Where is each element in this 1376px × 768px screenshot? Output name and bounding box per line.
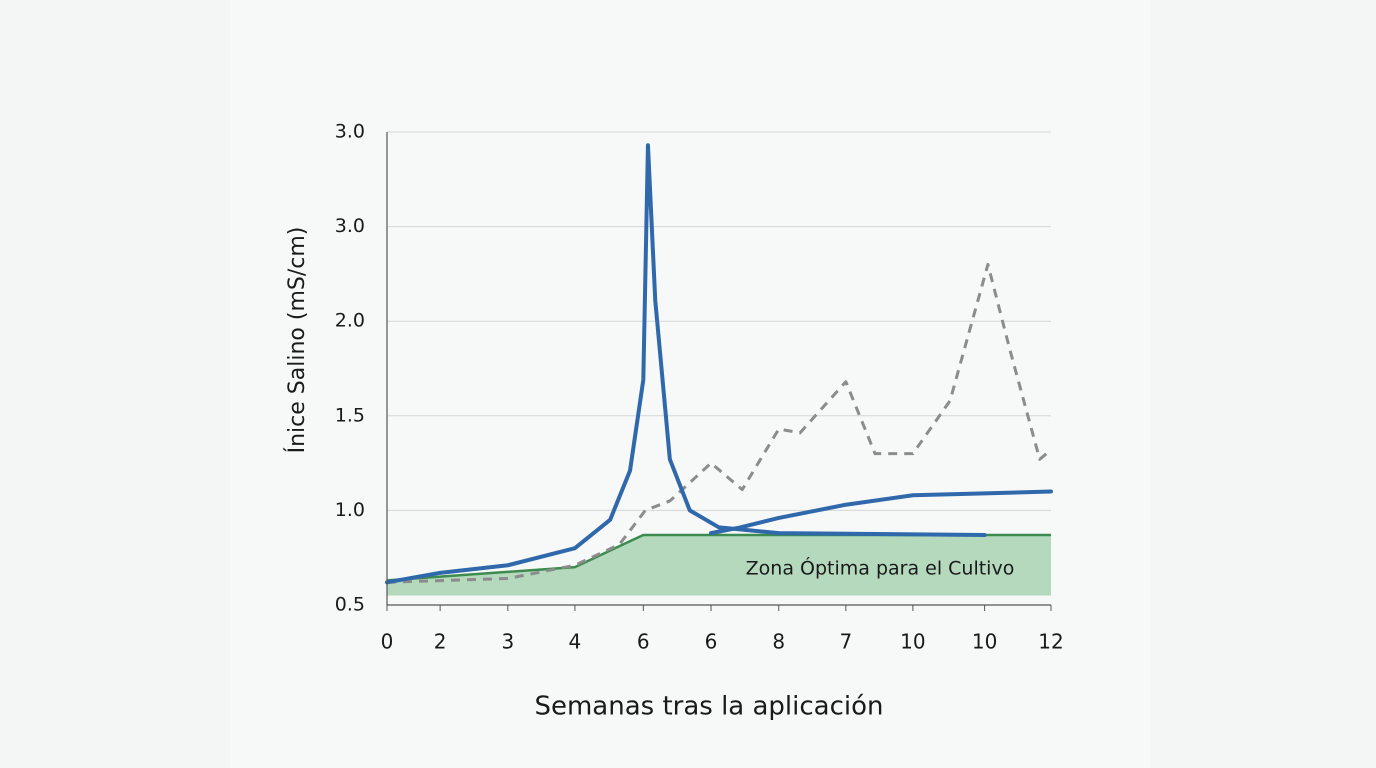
series-line: [709, 489, 1053, 536]
y-tick-label: 1.5: [335, 404, 365, 426]
x-tick-label: 8: [772, 630, 785, 654]
x-tick-label: 12: [1038, 630, 1063, 654]
y-tick-label: 2.0: [335, 310, 365, 332]
labels: 0.5 1.0 1.5 2.0 3.0 3.0 0 2 3 4 6 6 8 7 10 10 12: [335, 121, 1064, 654]
plot: Zona Óptima para el Cultivo: [385, 143, 1053, 596]
x-tick-label: 6: [637, 630, 650, 654]
x-tick-label: 4: [569, 630, 582, 654]
series-line: [385, 143, 987, 585]
x-tick-label: 10: [972, 630, 997, 654]
x-axis-title: Semanas tras la aplicación: [534, 692, 883, 722]
x-tick-label: 3: [501, 630, 514, 654]
x-tick-label: 0: [381, 630, 394, 654]
dashed-line: [386, 262, 1052, 584]
x-tick-label: 2: [434, 630, 447, 654]
y-tick-label: 3.0: [335, 215, 365, 237]
x-tick-label: 10: [900, 630, 925, 654]
chart-background: [230, 0, 1150, 768]
x-tick-label: 7: [839, 630, 852, 654]
y-axis-title: Ínice Salino (mS/cm): [284, 227, 310, 454]
optimal-zone: [387, 534, 1051, 596]
y-tick-label: 0.5: [335, 594, 365, 616]
x-tick-label: 6: [705, 630, 718, 654]
y-tick-label: 1.0: [335, 499, 365, 521]
y-tick-label: 3.0: [335, 121, 365, 143]
zone-label: Zona Óptima para el Cultivo: [746, 556, 1015, 580]
